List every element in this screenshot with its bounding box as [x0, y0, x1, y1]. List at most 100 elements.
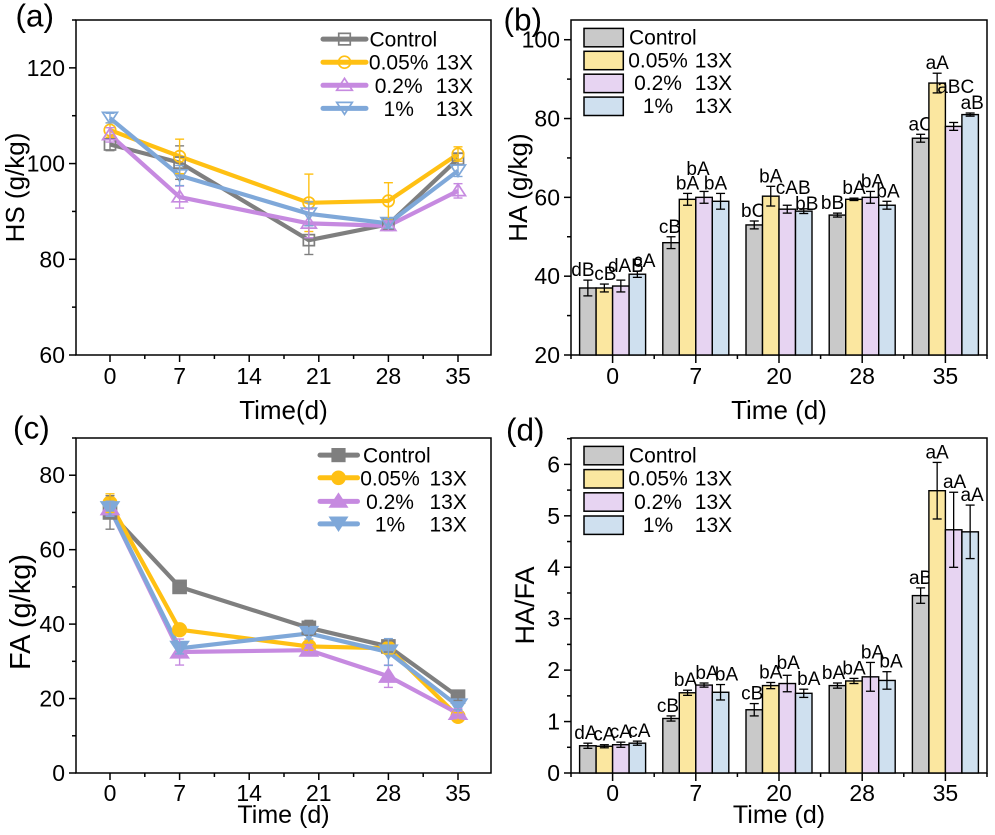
svg-text:3: 3 — [547, 606, 560, 632]
svg-text:cB: cB — [594, 264, 616, 285]
svg-text:0.2%: 0.2% — [634, 72, 682, 95]
svg-text:80: 80 — [39, 462, 65, 488]
svg-text:Time(d): Time(d) — [239, 395, 328, 425]
svg-text:0.05%: 0.05% — [369, 52, 429, 75]
svg-text:13X: 13X — [430, 491, 467, 514]
svg-text:bA: bA — [704, 173, 728, 194]
svg-text:bA: bA — [861, 171, 885, 192]
svg-text:0.2%: 0.2% — [634, 491, 682, 514]
svg-text:60: 60 — [39, 342, 65, 368]
svg-text:cA: cA — [610, 722, 633, 743]
svg-text:HS (g/kg): HS (g/kg) — [0, 133, 30, 243]
svg-text:14: 14 — [236, 363, 262, 389]
svg-text:1%: 1% — [643, 95, 673, 118]
svg-text:13X: 13X — [436, 52, 473, 75]
svg-text:60: 60 — [534, 184, 560, 210]
svg-text:dA: dA — [574, 723, 598, 744]
svg-text:bB: bB — [795, 194, 818, 215]
svg-text:13X: 13X — [695, 72, 732, 95]
svg-text:bA: bA — [715, 665, 739, 686]
svg-text:0: 0 — [104, 363, 117, 389]
svg-text:bA: bA — [797, 669, 821, 690]
svg-text:13X: 13X — [695, 491, 732, 514]
svg-text:Control: Control — [363, 445, 431, 468]
svg-text:13X: 13X — [436, 98, 473, 121]
svg-text:aA: aA — [943, 472, 967, 493]
svg-text:0.05%: 0.05% — [628, 49, 688, 72]
svg-text:7: 7 — [173, 363, 186, 389]
svg-text:0: 0 — [52, 760, 65, 786]
svg-text:13X: 13X — [695, 514, 732, 537]
svg-text:28: 28 — [849, 780, 875, 806]
svg-text:100: 100 — [522, 27, 560, 53]
svg-text:60: 60 — [39, 537, 65, 563]
svg-text:cA: cA — [628, 721, 651, 742]
svg-text:0: 0 — [606, 780, 619, 806]
svg-text:dB: dB — [571, 260, 594, 281]
svg-text:cB: cB — [659, 217, 681, 238]
svg-text:7: 7 — [689, 363, 702, 389]
svg-text:0: 0 — [547, 760, 560, 786]
svg-text:5: 5 — [547, 503, 560, 529]
svg-text:7: 7 — [173, 780, 186, 806]
svg-text:4: 4 — [547, 554, 560, 580]
svg-text:0.2%: 0.2% — [375, 75, 423, 98]
svg-text:20: 20 — [534, 342, 560, 368]
svg-text:28: 28 — [376, 780, 402, 806]
svg-text:cB: cB — [741, 684, 763, 705]
svg-text:0: 0 — [104, 780, 117, 806]
svg-text:80: 80 — [534, 106, 560, 132]
svg-text:1: 1 — [547, 709, 560, 735]
svg-text:aA: aA — [925, 442, 949, 463]
svg-text:aBC: aBC — [937, 77, 974, 98]
svg-text:21: 21 — [306, 363, 332, 389]
svg-text:100: 100 — [27, 151, 65, 177]
svg-text:HA (g/kg): HA (g/kg) — [503, 133, 533, 241]
svg-text:80: 80 — [39, 246, 65, 272]
svg-text:(a): (a) — [16, 0, 55, 34]
svg-text:cB: cB — [657, 696, 679, 717]
svg-text:aB: aB — [909, 568, 932, 589]
svg-text:aB: aB — [961, 93, 984, 114]
svg-text:0: 0 — [606, 363, 619, 389]
svg-text:dAB: dAB — [608, 256, 644, 277]
svg-text:120: 120 — [27, 55, 65, 81]
svg-text:0.2%: 0.2% — [366, 491, 414, 514]
svg-text:40: 40 — [534, 263, 560, 289]
svg-text:bA: bA — [686, 159, 710, 180]
svg-text:35: 35 — [445, 780, 471, 806]
svg-text:bA: bA — [777, 653, 801, 674]
svg-text:7: 7 — [689, 780, 702, 806]
svg-text:(d): (d) — [506, 412, 545, 448]
svg-text:bA: bA — [822, 663, 846, 684]
svg-text:13X: 13X — [430, 513, 467, 536]
svg-text:13X: 13X — [695, 49, 732, 72]
svg-text:21: 21 — [306, 780, 332, 806]
svg-text:bA: bA — [842, 658, 866, 679]
svg-text:13X: 13X — [695, 95, 732, 118]
svg-text:6: 6 — [547, 452, 560, 478]
svg-text:20: 20 — [766, 363, 792, 389]
svg-text:13X: 13X — [430, 467, 467, 490]
svg-text:20: 20 — [39, 686, 65, 712]
svg-text:35: 35 — [445, 363, 471, 389]
svg-text:1%: 1% — [384, 98, 414, 121]
svg-text:aC: aC — [909, 114, 933, 135]
svg-text:Control: Control — [370, 29, 438, 52]
svg-text:bA: bA — [759, 663, 783, 684]
svg-text:13X: 13X — [695, 468, 732, 491]
svg-text:40: 40 — [39, 611, 65, 637]
svg-text:bA: bA — [674, 670, 698, 691]
svg-text:2: 2 — [547, 657, 560, 683]
svg-text:20: 20 — [766, 780, 792, 806]
svg-text:Control: Control — [629, 26, 697, 49]
svg-text:35: 35 — [933, 780, 959, 806]
svg-text:13X: 13X — [436, 75, 473, 98]
svg-text:1%: 1% — [643, 514, 673, 537]
svg-text:HA/FA: HA/FA — [510, 566, 540, 644]
svg-text:cA: cA — [633, 251, 656, 272]
svg-text:bC: bC — [741, 201, 765, 222]
svg-text:(b): (b) — [504, 2, 543, 38]
svg-text:14: 14 — [236, 780, 262, 806]
svg-text:1%: 1% — [375, 513, 405, 536]
